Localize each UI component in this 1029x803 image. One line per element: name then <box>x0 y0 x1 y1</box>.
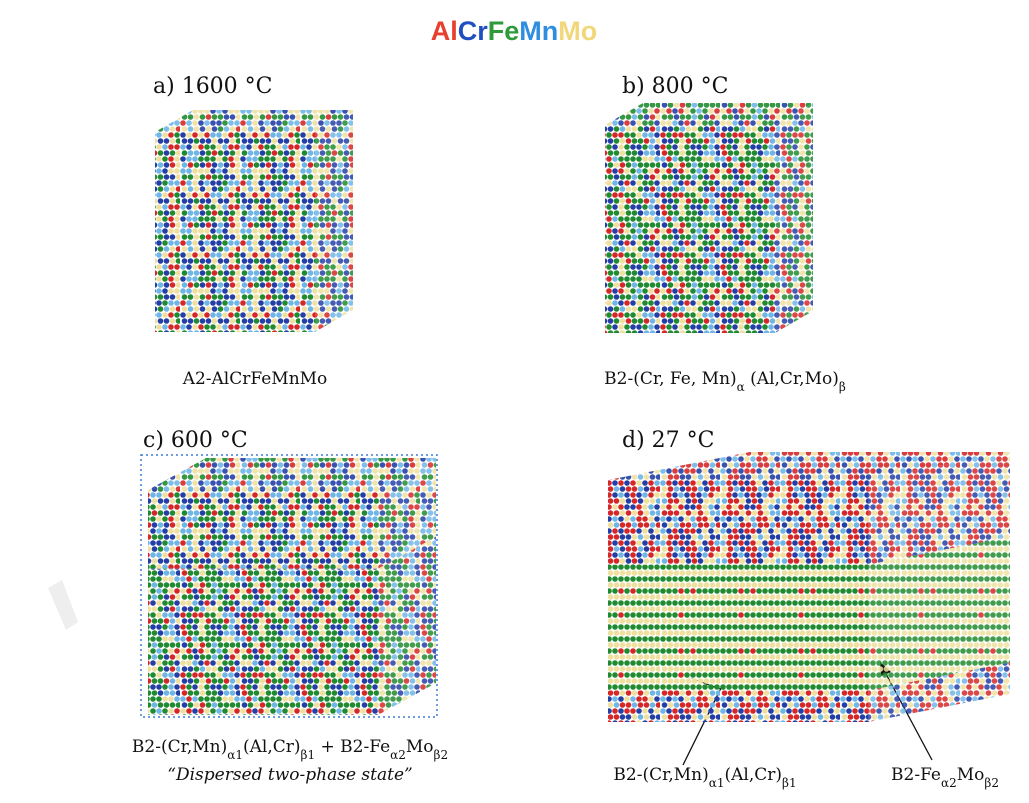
subscript: β1 <box>782 776 797 790</box>
caption-part: B2-(Cr, Fe, Mn) <box>604 369 736 389</box>
cube-face <box>775 103 813 333</box>
subscript: α2 <box>941 776 957 790</box>
caption-part: + B2-Fe <box>315 737 390 757</box>
title-part: Mo <box>558 16 597 46</box>
panel-label: a) 1600 °C <box>153 74 273 99</box>
title-part: Mn <box>519 16 558 46</box>
subscript: β2 <box>984 776 999 790</box>
caption: B2-Feα2Moβ2 <box>891 765 999 790</box>
title-part: Fe <box>488 16 520 46</box>
caption-part: A2-AlCrFeMnMo <box>182 369 328 389</box>
cube-face <box>315 110 353 332</box>
cube-face <box>608 480 868 565</box>
panel-label: c) 600 °C <box>143 428 248 453</box>
caption: B2-(Cr, Fe, Mn)α (Al,Cr,Mo)β <box>604 369 846 394</box>
caption-part: Mo <box>957 765 985 785</box>
caption-note: “Dispersed two-phase state” <box>167 765 412 785</box>
caption-part: Mo <box>406 737 434 757</box>
cube-face <box>148 569 378 715</box>
cube-face <box>608 565 868 691</box>
caption-part: (Al,Cr) <box>724 765 782 785</box>
panel-label: b) 800 °C <box>622 74 728 99</box>
caption: B2-(Cr,Mn)α1(Al,Cr)β1 + B2-Feα2Moβ2 <box>132 737 448 762</box>
caption-part: B2-Fe <box>891 765 941 785</box>
caption: A2-AlCrFeMnMo <box>182 369 328 389</box>
caption-part: (Al,Cr) <box>243 737 301 757</box>
title-part: Al <box>431 16 458 46</box>
subscript: α1 <box>709 776 725 790</box>
caption: B2-(Cr,Mn)α1(Al,Cr)β1 <box>613 765 796 790</box>
subscript: β2 <box>434 748 449 762</box>
caption-part: (Al,Cr,Mo) <box>745 369 839 389</box>
title-part: Cr <box>458 16 488 46</box>
figure: AlCrFeMnMoa) 1600 °Cb) 800 °Cc) 600 °Cd)… <box>0 0 1029 803</box>
cube-face <box>605 125 775 333</box>
title: AlCrFeMnMo <box>431 16 598 46</box>
watermark <box>48 580 78 630</box>
caption-part: B2-(Cr,Mn) <box>613 765 708 785</box>
panel-label: d) 27 °C <box>622 428 714 453</box>
cube-face <box>608 691 868 722</box>
cube-face <box>155 132 315 332</box>
subscript: β <box>839 380 846 394</box>
cube-face <box>148 490 378 569</box>
subscript: α2 <box>390 748 406 762</box>
subscript: α1 <box>227 748 243 762</box>
subscript: β1 <box>301 748 316 762</box>
subscript: α <box>737 380 745 394</box>
caption-part: B2-(Cr,Mn) <box>132 737 227 757</box>
